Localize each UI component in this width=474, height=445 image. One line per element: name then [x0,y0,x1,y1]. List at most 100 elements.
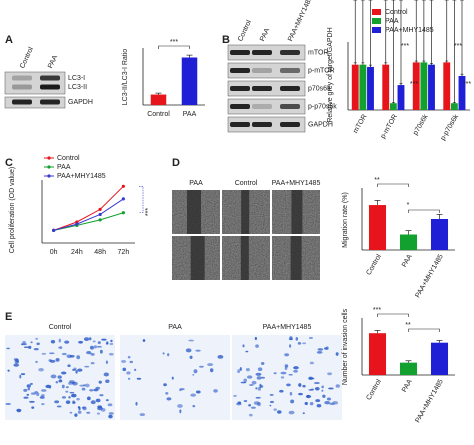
cell [38,368,44,372]
blot-band [12,99,32,105]
bar [412,62,420,110]
cell [77,410,82,414]
cell [59,346,63,350]
image-label: Control [235,180,258,187]
cell [316,351,323,354]
cell [97,341,101,345]
significance-bracket [377,313,409,317]
cell [66,354,73,359]
cell [166,397,172,401]
blot-band [280,50,300,55]
cell [317,348,324,351]
cell [315,399,321,403]
cell [245,350,249,353]
cell [189,355,193,359]
cell [5,403,11,405]
cell [324,401,331,405]
significance-bracket [408,328,440,332]
x-tick-label: 0h [50,249,58,256]
cell [322,394,326,398]
cell [7,369,10,372]
bar [359,64,367,110]
bar [181,57,198,105]
cell [90,353,95,356]
significance-bracket [377,183,409,187]
cell [31,406,35,409]
cell [82,406,87,411]
cell [69,391,75,394]
x-tick-label: p-mTOR [380,113,399,140]
cell [273,372,277,375]
cell [77,406,81,409]
annotation: ** [405,322,411,329]
cell [23,388,28,392]
x-tick-label: PAA+MHY1485 [414,378,444,424]
bar [428,64,435,110]
cell [250,406,256,409]
cell [209,368,214,373]
cell [75,370,78,374]
blot-band [252,122,272,127]
cell [302,384,306,388]
cell [97,405,103,409]
cell [249,384,254,386]
cell [109,352,114,356]
cell [304,401,308,406]
cell [83,337,90,342]
cell [65,390,69,393]
bar [389,103,397,110]
point [75,222,79,226]
cell [54,400,60,404]
cell [40,389,47,392]
cell [233,394,237,397]
cell [237,401,242,405]
cell [13,363,20,367]
cell [199,365,204,368]
cell [269,394,274,396]
blot-band [230,122,250,127]
cell [98,380,102,384]
cell [16,408,21,413]
panel-label: A [5,34,13,46]
cell [28,400,35,403]
cell [96,345,102,348]
cell [72,368,76,371]
cell [179,388,185,391]
cell [6,347,10,350]
cell [326,397,331,401]
x-tick-label: 48h [94,249,106,256]
blot-band [230,104,250,109]
point [121,184,125,188]
bar [458,76,466,110]
cell [29,382,33,385]
cell [49,352,55,355]
bar [397,85,405,110]
cell [239,367,242,371]
bar [420,62,428,110]
blot-band [280,86,300,91]
x-tick-label: mTOR [352,113,368,134]
cell [127,377,131,380]
blot-band [252,68,272,73]
cell [280,376,285,379]
image-label: PAA+MHY1485 [272,180,321,187]
cell [255,396,261,399]
cell [48,386,52,389]
cell [41,352,47,355]
cell [68,396,71,399]
cell [84,383,90,388]
x-tick-label: PAA+MHY1485 [414,253,444,299]
blot-band [40,75,60,81]
scratch-gap [190,236,205,280]
cell [288,338,293,340]
bar [430,342,449,375]
scratch-gap [291,190,303,234]
cell [298,392,303,396]
cell [84,365,90,368]
cell [177,404,183,408]
annotation: * [407,202,410,209]
cell [321,389,324,392]
cell [95,398,101,403]
significance-bracket [158,45,190,49]
blot-band [12,75,32,81]
